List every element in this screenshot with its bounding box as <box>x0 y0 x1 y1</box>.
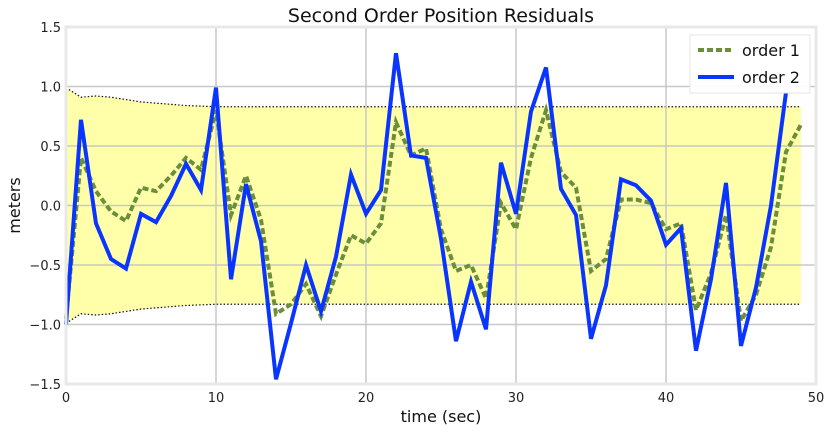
x-tick-label: 10 <box>208 391 225 406</box>
band-lower-edge <box>65 303 801 324</box>
legend-label-order-1: order 1 <box>742 41 800 60</box>
y-tick-label: −0.5 <box>29 259 61 274</box>
x-tick-label: 0 <box>62 391 70 406</box>
y-tick-label: 1.5 <box>40 21 61 36</box>
y-axis-label: meters <box>5 177 24 233</box>
x-tick-label: 40 <box>658 391 675 406</box>
y-tick-label: 0.0 <box>40 200 61 215</box>
plot-frame <box>64 25 818 386</box>
x-axis-label: time (sec) <box>401 407 482 426</box>
tick-labels: 0 10 20 30 40 50 −1.5 −1.0 −0.5 0.0 0.5 1.0 1.5 <box>29 21 824 406</box>
x-tick-label: 50 <box>808 391 825 406</box>
x-tick-label: 20 <box>358 391 375 406</box>
x-tick-label: 30 <box>508 391 525 406</box>
series-line-order-2 <box>64 52 788 380</box>
y-tick-label: 1.0 <box>40 81 61 96</box>
y-tick-label: −1.0 <box>29 319 61 334</box>
y-tick-label: −1.5 <box>29 378 61 393</box>
series-layer <box>64 52 803 380</box>
y-tick-label: 0.5 <box>40 140 61 155</box>
legend-box <box>689 34 811 94</box>
chart-title: Second Order Position Residuals <box>288 5 594 27</box>
legend-label-order-2: order 2 <box>742 68 800 87</box>
band-upper-edge <box>65 87 801 108</box>
legend: order 1 order 2 <box>689 34 811 94</box>
